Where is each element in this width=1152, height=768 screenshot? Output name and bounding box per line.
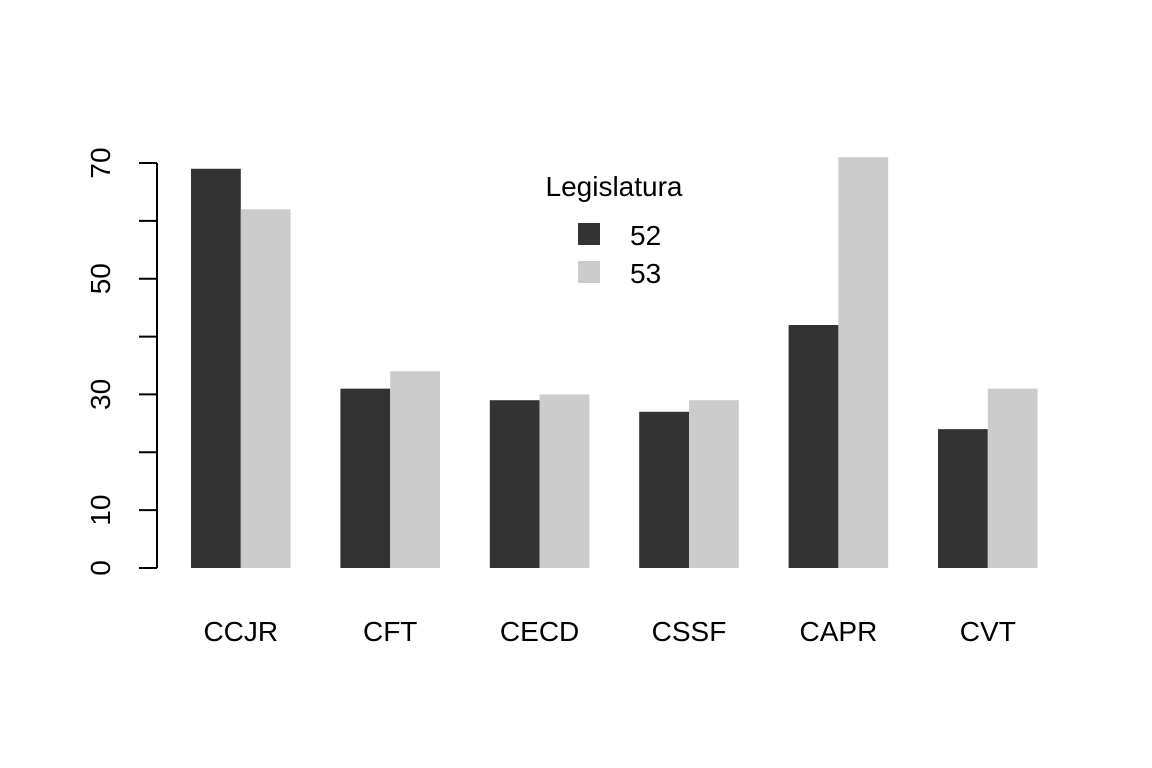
bar-cssf-52: [639, 411, 689, 568]
legend-label-52: 52: [630, 220, 661, 251]
bar-ccjr-52: [191, 168, 241, 569]
x-axis-labels: CCJR CFT CECD CSSF CAPR CVT: [203, 616, 1015, 647]
legend-title: Legislatura: [546, 171, 683, 202]
bar-cft-53: [390, 371, 440, 568]
y-tick-label: 0: [85, 560, 116, 576]
bar-capr-52: [788, 325, 839, 568]
x-tick-label: CCJR: [203, 616, 278, 647]
y-tick-label: 10: [85, 495, 116, 526]
x-tick-label: CSSF: [652, 616, 727, 647]
y-tick-label: 70: [85, 147, 116, 178]
x-tick-label: CECD: [500, 616, 579, 647]
y-tick-label: 50: [85, 263, 116, 294]
legend-swatch-53: [578, 261, 600, 283]
bar-capr-53: [838, 157, 889, 568]
x-tick-label: CVT: [960, 616, 1016, 647]
legend: Legislatura 52 53: [546, 171, 683, 289]
x-tick-label: CAPR: [800, 616, 878, 647]
x-tick-label: CFT: [363, 616, 417, 647]
bar-cecd-52: [489, 400, 540, 568]
bar-cssf-53: [689, 400, 739, 568]
bars-group: [191, 157, 1038, 569]
y-axis: 0 10 30 50 70: [85, 147, 158, 576]
legend-swatch-52: [578, 223, 600, 245]
bar-cecd-53: [539, 394, 590, 568]
bar-ccjr-53: [240, 209, 291, 569]
bar-cvt-52: [938, 429, 988, 568]
y-tick-label: 30: [85, 379, 116, 410]
bar-cvt-53: [987, 388, 1038, 568]
legend-label-53: 53: [630, 258, 661, 289]
bar-cft-52: [340, 388, 391, 568]
